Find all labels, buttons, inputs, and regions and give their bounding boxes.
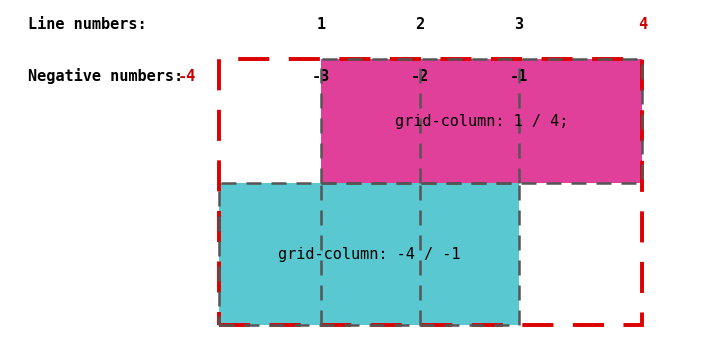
Text: 2: 2 bbox=[416, 17, 424, 32]
Text: -3: -3 bbox=[312, 69, 330, 84]
Text: 3: 3 bbox=[515, 17, 523, 32]
Bar bbox=[321, 59, 642, 183]
Text: -2: -2 bbox=[411, 69, 429, 84]
Text: 1: 1 bbox=[317, 17, 325, 32]
Bar bbox=[321, 59, 642, 183]
Text: 4: 4 bbox=[638, 17, 647, 32]
Text: grid-column: 1 / 4;: grid-column: 1 / 4; bbox=[395, 113, 568, 129]
Text: -4: -4 bbox=[178, 69, 196, 84]
Bar bbox=[219, 59, 642, 325]
Text: grid-column: -4 / -1: grid-column: -4 / -1 bbox=[277, 247, 460, 262]
Bar bbox=[219, 183, 519, 325]
Text: -1: -1 bbox=[510, 69, 528, 84]
Text: Line numbers:: Line numbers: bbox=[28, 17, 147, 32]
Text: Negative numbers:: Negative numbers: bbox=[28, 68, 184, 84]
Bar bbox=[219, 183, 519, 325]
